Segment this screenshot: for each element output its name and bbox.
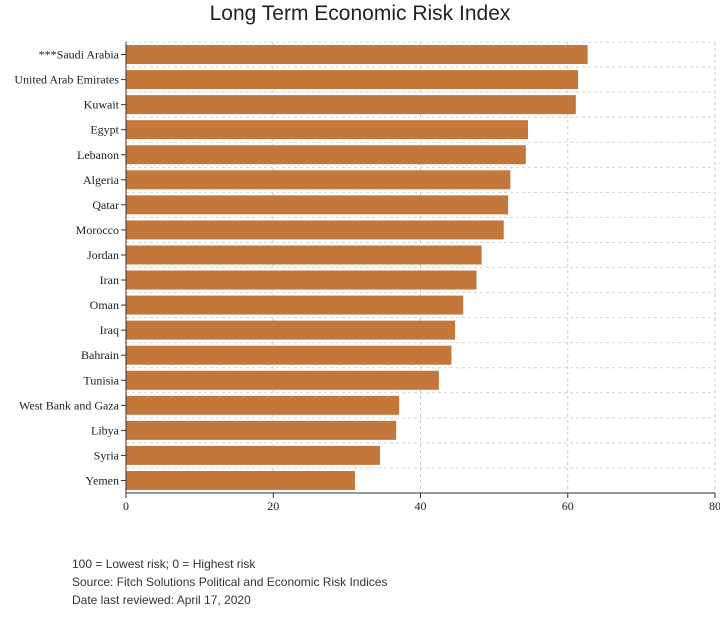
bar xyxy=(126,95,576,115)
bars xyxy=(126,45,588,490)
x-axis-ticks: 0 20 40 60 80 xyxy=(123,493,720,513)
footnote-date: Date last reviewed: April 17, 2020 xyxy=(72,593,251,607)
y-tick-label: Oman xyxy=(90,298,119,312)
footnote-scale: 100 = Lowest risk; 0 = Highest risk xyxy=(72,557,256,571)
chart-title: Long Term Economic Risk Index xyxy=(209,2,511,25)
bar xyxy=(126,420,397,440)
bar xyxy=(126,70,579,90)
bar xyxy=(126,170,511,190)
x-tick-label: 60 xyxy=(562,499,574,513)
bar xyxy=(126,445,381,465)
x-tick-label: 80 xyxy=(709,499,720,513)
y-tick-label: Iran xyxy=(100,273,119,287)
y-tick-label: United Arab Emirates xyxy=(14,73,119,87)
footnotes: 100 = Lowest risk; 0 = Highest risk Sour… xyxy=(72,555,387,609)
y-axis-labels: ***Saudi Arabia United Arab Emirates Kuwai… xyxy=(14,48,126,487)
y-tick-label: Syria xyxy=(94,448,120,462)
bar xyxy=(126,470,355,490)
y-tick-label: ***Saudi Arabia xyxy=(39,48,120,62)
y-tick-label: Tunisia xyxy=(83,373,119,387)
bar xyxy=(126,395,400,415)
x-tick-label: 40 xyxy=(415,499,427,513)
bar xyxy=(126,120,528,140)
y-tick-label: Egypt xyxy=(90,123,119,137)
y-tick-label: West Bank and Gaza xyxy=(19,398,120,412)
y-tick-label: Qatar xyxy=(92,198,119,212)
bar xyxy=(126,145,526,165)
y-tick-label: Jordan xyxy=(87,248,119,262)
footnote-source: Source: Fitch Solutions Political and Ec… xyxy=(72,575,388,589)
y-tick-label: Algeria xyxy=(83,173,120,187)
bar xyxy=(126,245,482,265)
x-tick-label: 0 xyxy=(123,499,129,513)
bar xyxy=(126,45,588,65)
bar xyxy=(126,295,464,315)
y-tick-label: Libya xyxy=(91,423,120,437)
y-tick-label: Bahrain xyxy=(81,348,119,362)
bar xyxy=(126,270,477,290)
bar xyxy=(126,320,456,340)
bar xyxy=(126,220,504,240)
x-tick-label: 20 xyxy=(267,499,279,513)
bar xyxy=(126,370,439,390)
y-tick-label: Morocco xyxy=(76,223,119,237)
bar xyxy=(126,195,509,215)
y-tick-label: Lebanon xyxy=(77,148,119,162)
bar xyxy=(126,345,452,365)
y-tick-label: Yemen xyxy=(86,473,119,487)
y-tick-label: Kuwait xyxy=(84,98,120,112)
y-tick-label: Iraq xyxy=(100,323,119,337)
